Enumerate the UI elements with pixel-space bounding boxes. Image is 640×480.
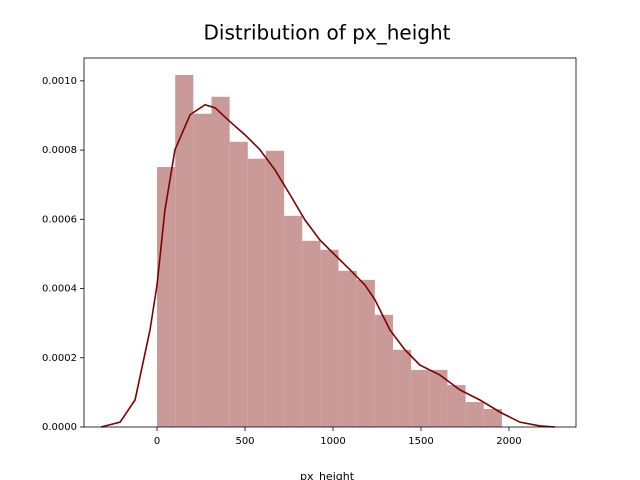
chart-title: Distribution of px_height bbox=[204, 21, 451, 45]
bar bbox=[338, 270, 357, 427]
plot-frame bbox=[83, 57, 577, 428]
bar bbox=[356, 279, 375, 427]
x-tick-label: 1500 bbox=[408, 436, 433, 447]
y-tick-label: 0.0010 bbox=[42, 76, 77, 87]
bar bbox=[265, 150, 285, 427]
y-tick-label: 0.0000 bbox=[42, 422, 77, 433]
bar bbox=[320, 249, 339, 427]
bar bbox=[229, 141, 248, 427]
bar bbox=[483, 409, 502, 427]
bar bbox=[157, 167, 176, 428]
y-tick-label: 0.0006 bbox=[42, 214, 77, 225]
bar bbox=[302, 240, 321, 427]
y-tick-label: 0.0002 bbox=[42, 353, 77, 364]
x-axis-label: px_height bbox=[300, 470, 355, 480]
kde-line bbox=[100, 103, 555, 428]
bar bbox=[247, 158, 266, 427]
bar bbox=[193, 113, 212, 427]
bar bbox=[447, 385, 466, 427]
x-tick-label: 1000 bbox=[320, 436, 345, 447]
bar bbox=[211, 96, 230, 428]
x-tick-label: 0 bbox=[154, 436, 160, 447]
y-tick-label: 0.0008 bbox=[42, 145, 77, 156]
bar bbox=[284, 215, 303, 427]
bar bbox=[429, 369, 448, 427]
bar bbox=[411, 369, 430, 427]
bar bbox=[393, 349, 412, 427]
x-tick-label: 2000 bbox=[496, 436, 521, 447]
x-tick-label: 500 bbox=[235, 436, 254, 447]
bar bbox=[465, 402, 484, 427]
bar bbox=[175, 74, 194, 427]
y-tick-label: 0.0004 bbox=[42, 284, 77, 295]
bar bbox=[374, 314, 394, 427]
